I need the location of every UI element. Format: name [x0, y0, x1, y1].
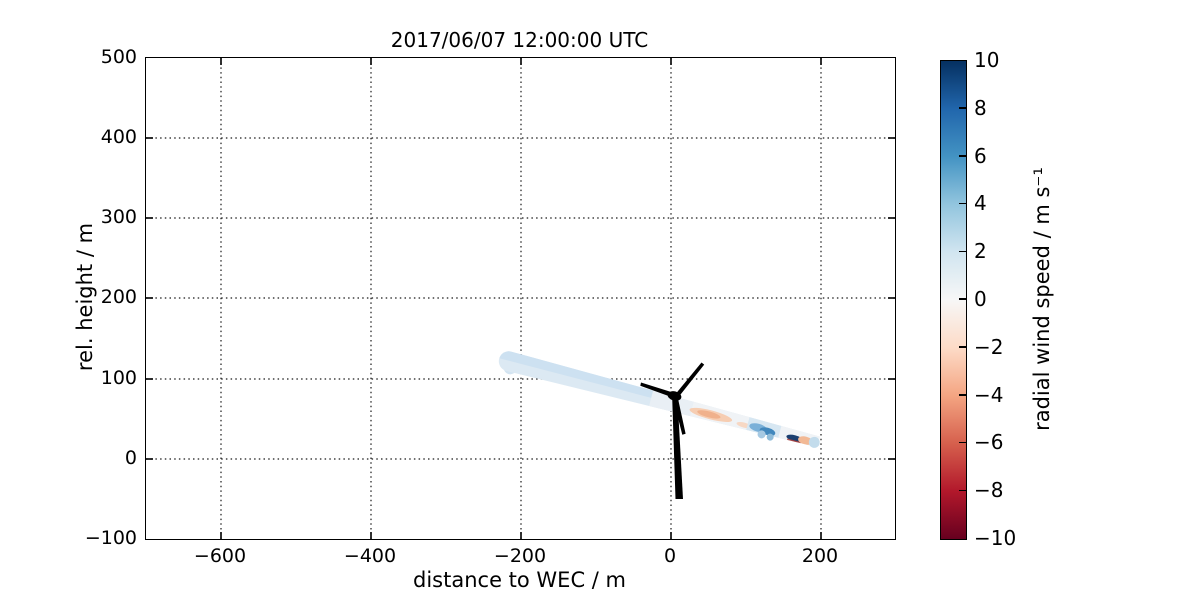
turbine-blade-up [673, 362, 705, 399]
beam-bump-1 [757, 430, 766, 439]
cb-tick-label-2: 6 [974, 143, 987, 168]
beam-bump-2 [766, 433, 774, 441]
turbine-nacelle [667, 391, 682, 401]
wind-turbine [640, 362, 705, 499]
colorbar [940, 60, 967, 540]
y-tick-label-5: 0 [124, 447, 137, 469]
y-tick-label-0: 500 [100, 46, 137, 68]
colorbar-tick [959, 107, 966, 109]
turbine-tower [672, 398, 683, 499]
beam-patches [496, 349, 822, 452]
cb-tick-label-6: −2 [974, 334, 1004, 359]
colorbar-tick [959, 155, 966, 157]
y-tick-label-3: 200 [100, 286, 137, 308]
cb-tick-label-7: −4 [974, 382, 1004, 407]
colorbar-tick [959, 202, 966, 205]
colorbar-tick [959, 394, 966, 396]
colorbar-tick [959, 298, 966, 300]
y-tick-label-1: 400 [100, 126, 137, 148]
x-tick-label-1: −400 [343, 545, 397, 567]
x-tick-label-4: 200 [801, 545, 839, 567]
plot-canvas [146, 58, 895, 539]
turbine-blade-left [640, 382, 676, 399]
colorbar-tick [959, 489, 966, 492]
axis-ticks [146, 58, 895, 539]
plot-area [145, 57, 896, 540]
cb-tick-label-0: 10 [974, 48, 1000, 72]
colorbar-tick [959, 250, 966, 253]
cb-tick-label-8: −6 [974, 430, 1004, 455]
beam-tip [808, 436, 820, 448]
colorbar-tick [959, 441, 966, 444]
turbine-blade-down [672, 396, 686, 435]
y-axis-label: rel. height / m [73, 222, 97, 372]
x-tick-label-0: −600 [193, 545, 247, 567]
colorbar-tick [959, 346, 966, 348]
lidar-scan-beam [496, 349, 822, 452]
y-tick-label-6: −100 [84, 527, 137, 549]
cb-tick-label-4: 2 [974, 239, 987, 264]
cb-tick-label-1: 8 [974, 95, 987, 120]
cb-tick-label-9: −8 [974, 478, 1004, 503]
x-tick-label-2: −200 [493, 545, 547, 567]
cb-tick-label-10: −10 [974, 526, 1017, 550]
cb-tick-label-5: 0 [974, 287, 987, 311]
y-tick-label-4: 100 [100, 367, 137, 389]
grid [146, 58, 895, 539]
cb-tick-label-3: 4 [974, 191, 987, 216]
x-tick-label-3: 0 [663, 545, 677, 567]
x-axis-label: distance to WEC / m [413, 568, 626, 592]
colorbar-label: radial wind speed / m s⁻¹ [1030, 167, 1054, 431]
plot-title: 2017/06/07 12:00:00 UTC [390, 28, 649, 52]
y-tick-label-2: 300 [100, 206, 137, 228]
